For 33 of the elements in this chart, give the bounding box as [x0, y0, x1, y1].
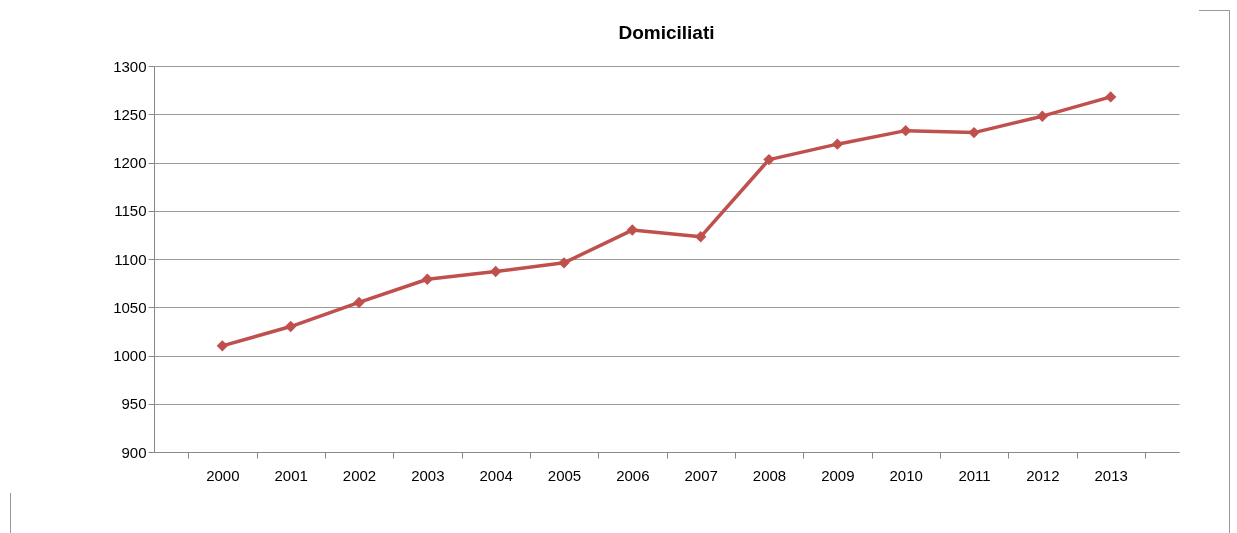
y-tick-label: 1050	[113, 298, 147, 316]
x-tick-label: 2008	[752, 466, 787, 484]
chart-title: Domiciliati	[618, 22, 715, 43]
x-tick-label: 2001	[274, 466, 308, 484]
x-tick-label: 2006	[616, 466, 650, 484]
x-tick-label: 2005	[547, 466, 582, 484]
y-tick-label: 1200	[113, 154, 147, 171]
x-tick-label: 2010	[889, 466, 923, 484]
point	[763, 153, 775, 166]
x-tick-label: 2012	[1026, 466, 1060, 484]
point	[216, 340, 229, 352]
point	[284, 320, 297, 333]
x-tick-label: 2009	[821, 466, 855, 484]
y-tick-label: 1300	[113, 57, 147, 75]
y-tick-label: 1000	[113, 347, 147, 364]
x-tick-label: 2004	[479, 466, 513, 484]
x-tick-label: 2007	[684, 466, 718, 484]
y-tick-label: 1250	[113, 105, 147, 123]
x-tick-label: 2002	[342, 466, 377, 484]
y-tick-label: 950	[121, 395, 147, 413]
y-tick-label: 900	[121, 443, 147, 461]
x-tick-label: 2000	[206, 466, 240, 484]
point	[489, 265, 502, 278]
y-tick-label: 1100	[114, 250, 147, 268]
point	[353, 296, 365, 309]
x-tick-label: 2011	[958, 466, 991, 484]
x-tick-label: 2003	[411, 466, 445, 484]
y-tick-label: 1150	[114, 202, 147, 220]
x-tick-label: 2013	[1094, 466, 1128, 484]
point	[421, 273, 434, 285]
point	[1036, 110, 1049, 122]
point	[558, 257, 570, 269]
point	[1104, 91, 1117, 103]
